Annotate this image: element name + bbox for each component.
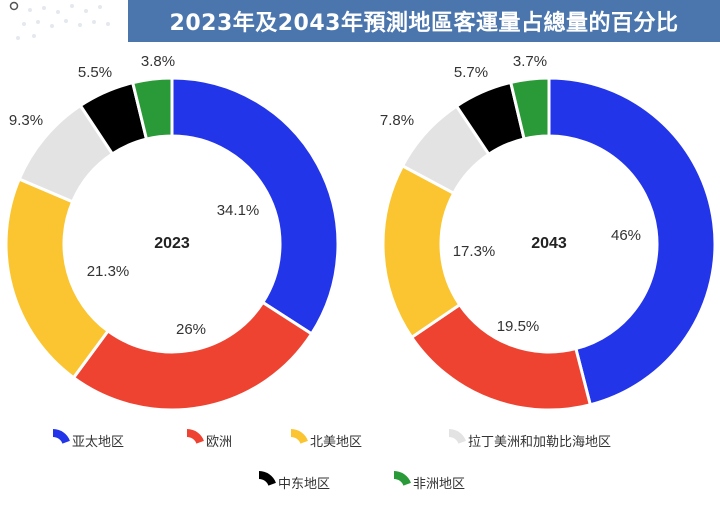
legend: 亚太地区 欧洲 北美地区 拉丁美洲和加勒比海地区中东地区 非洲地区: [0, 420, 720, 507]
legend-label-3: 拉丁美洲和加勒比海地区: [468, 434, 612, 450]
data-label-2023-3: 9.3%: [9, 112, 43, 129]
donut-2023: 34.1% 26% 21.3% 9.3% 5.5% 3.8% 2023: [4, 53, 340, 412]
slice-2023-0: [170, 76, 340, 336]
legend-item-3: 拉丁美洲和加勒比海地区: [440, 428, 611, 452]
corner-decoration: [9, 1, 110, 40]
data-label-2023-4: 5.5%: [78, 64, 112, 81]
legend-label-1: 欧洲: [206, 434, 233, 450]
legend-item-5: 非洲地区: [385, 470, 465, 494]
legend-label-5: 非洲地区: [413, 476, 466, 492]
data-label-2023-5: 3.8%: [141, 53, 175, 70]
title-banner: 2023年及2043年預測地區客運量占總量的百分比: [128, 0, 720, 42]
legend-label-0: 亚太地区: [72, 434, 125, 450]
legend-swatch-0: [53, 429, 70, 444]
data-label-2023-1: 26%: [176, 321, 206, 338]
legend-swatch-4: [259, 471, 276, 486]
donut-charts: 34.1% 26% 21.3% 9.3% 5.5% 3.8% 2023 46% 19.5% 17.…: [4, 53, 717, 412]
slice-2043-5: [508, 76, 551, 141]
chart-title: 2023年及2043年預測地區客運量占總量的百分比: [169, 11, 679, 36]
legend-label-2: 北美地区: [310, 434, 363, 450]
legend-item-1: 欧洲: [178, 428, 232, 452]
center-label-2043: 2043: [531, 235, 567, 252]
data-label-2023-0: 34.1%: [217, 202, 260, 219]
legend-swatch-5: [394, 471, 411, 486]
data-label-2023-2: 21.3%: [87, 263, 130, 280]
legend-label-4: 中东地区: [278, 476, 331, 492]
data-label-2043-3: 7.8%: [380, 112, 414, 129]
legend-swatch-1: [187, 429, 204, 444]
slice-2023-1: [71, 300, 314, 412]
donut-2043: 46% 19.5% 17.3% 7.8% 5.7% 3.7% 2043: [380, 53, 717, 412]
legend-swatch-3: [449, 429, 466, 444]
data-label-2043-5: 3.7%: [513, 53, 547, 70]
data-label-2043-1: 19.5%: [497, 318, 540, 335]
legend-item-0: 亚太地区: [44, 428, 124, 452]
slice-2023-5: [130, 76, 174, 141]
center-label-2023: 2023: [154, 235, 190, 252]
data-label-2043-4: 5.7%: [454, 64, 488, 81]
legend-swatch-2: [291, 429, 308, 444]
legend-item-4: 中东地区: [250, 470, 330, 494]
slice-2043-0: [547, 76, 717, 407]
data-label-2043-0: 46%: [611, 227, 641, 244]
legend-item-2: 北美地区: [282, 428, 362, 452]
data-label-2043-2: 17.3%: [453, 243, 496, 260]
